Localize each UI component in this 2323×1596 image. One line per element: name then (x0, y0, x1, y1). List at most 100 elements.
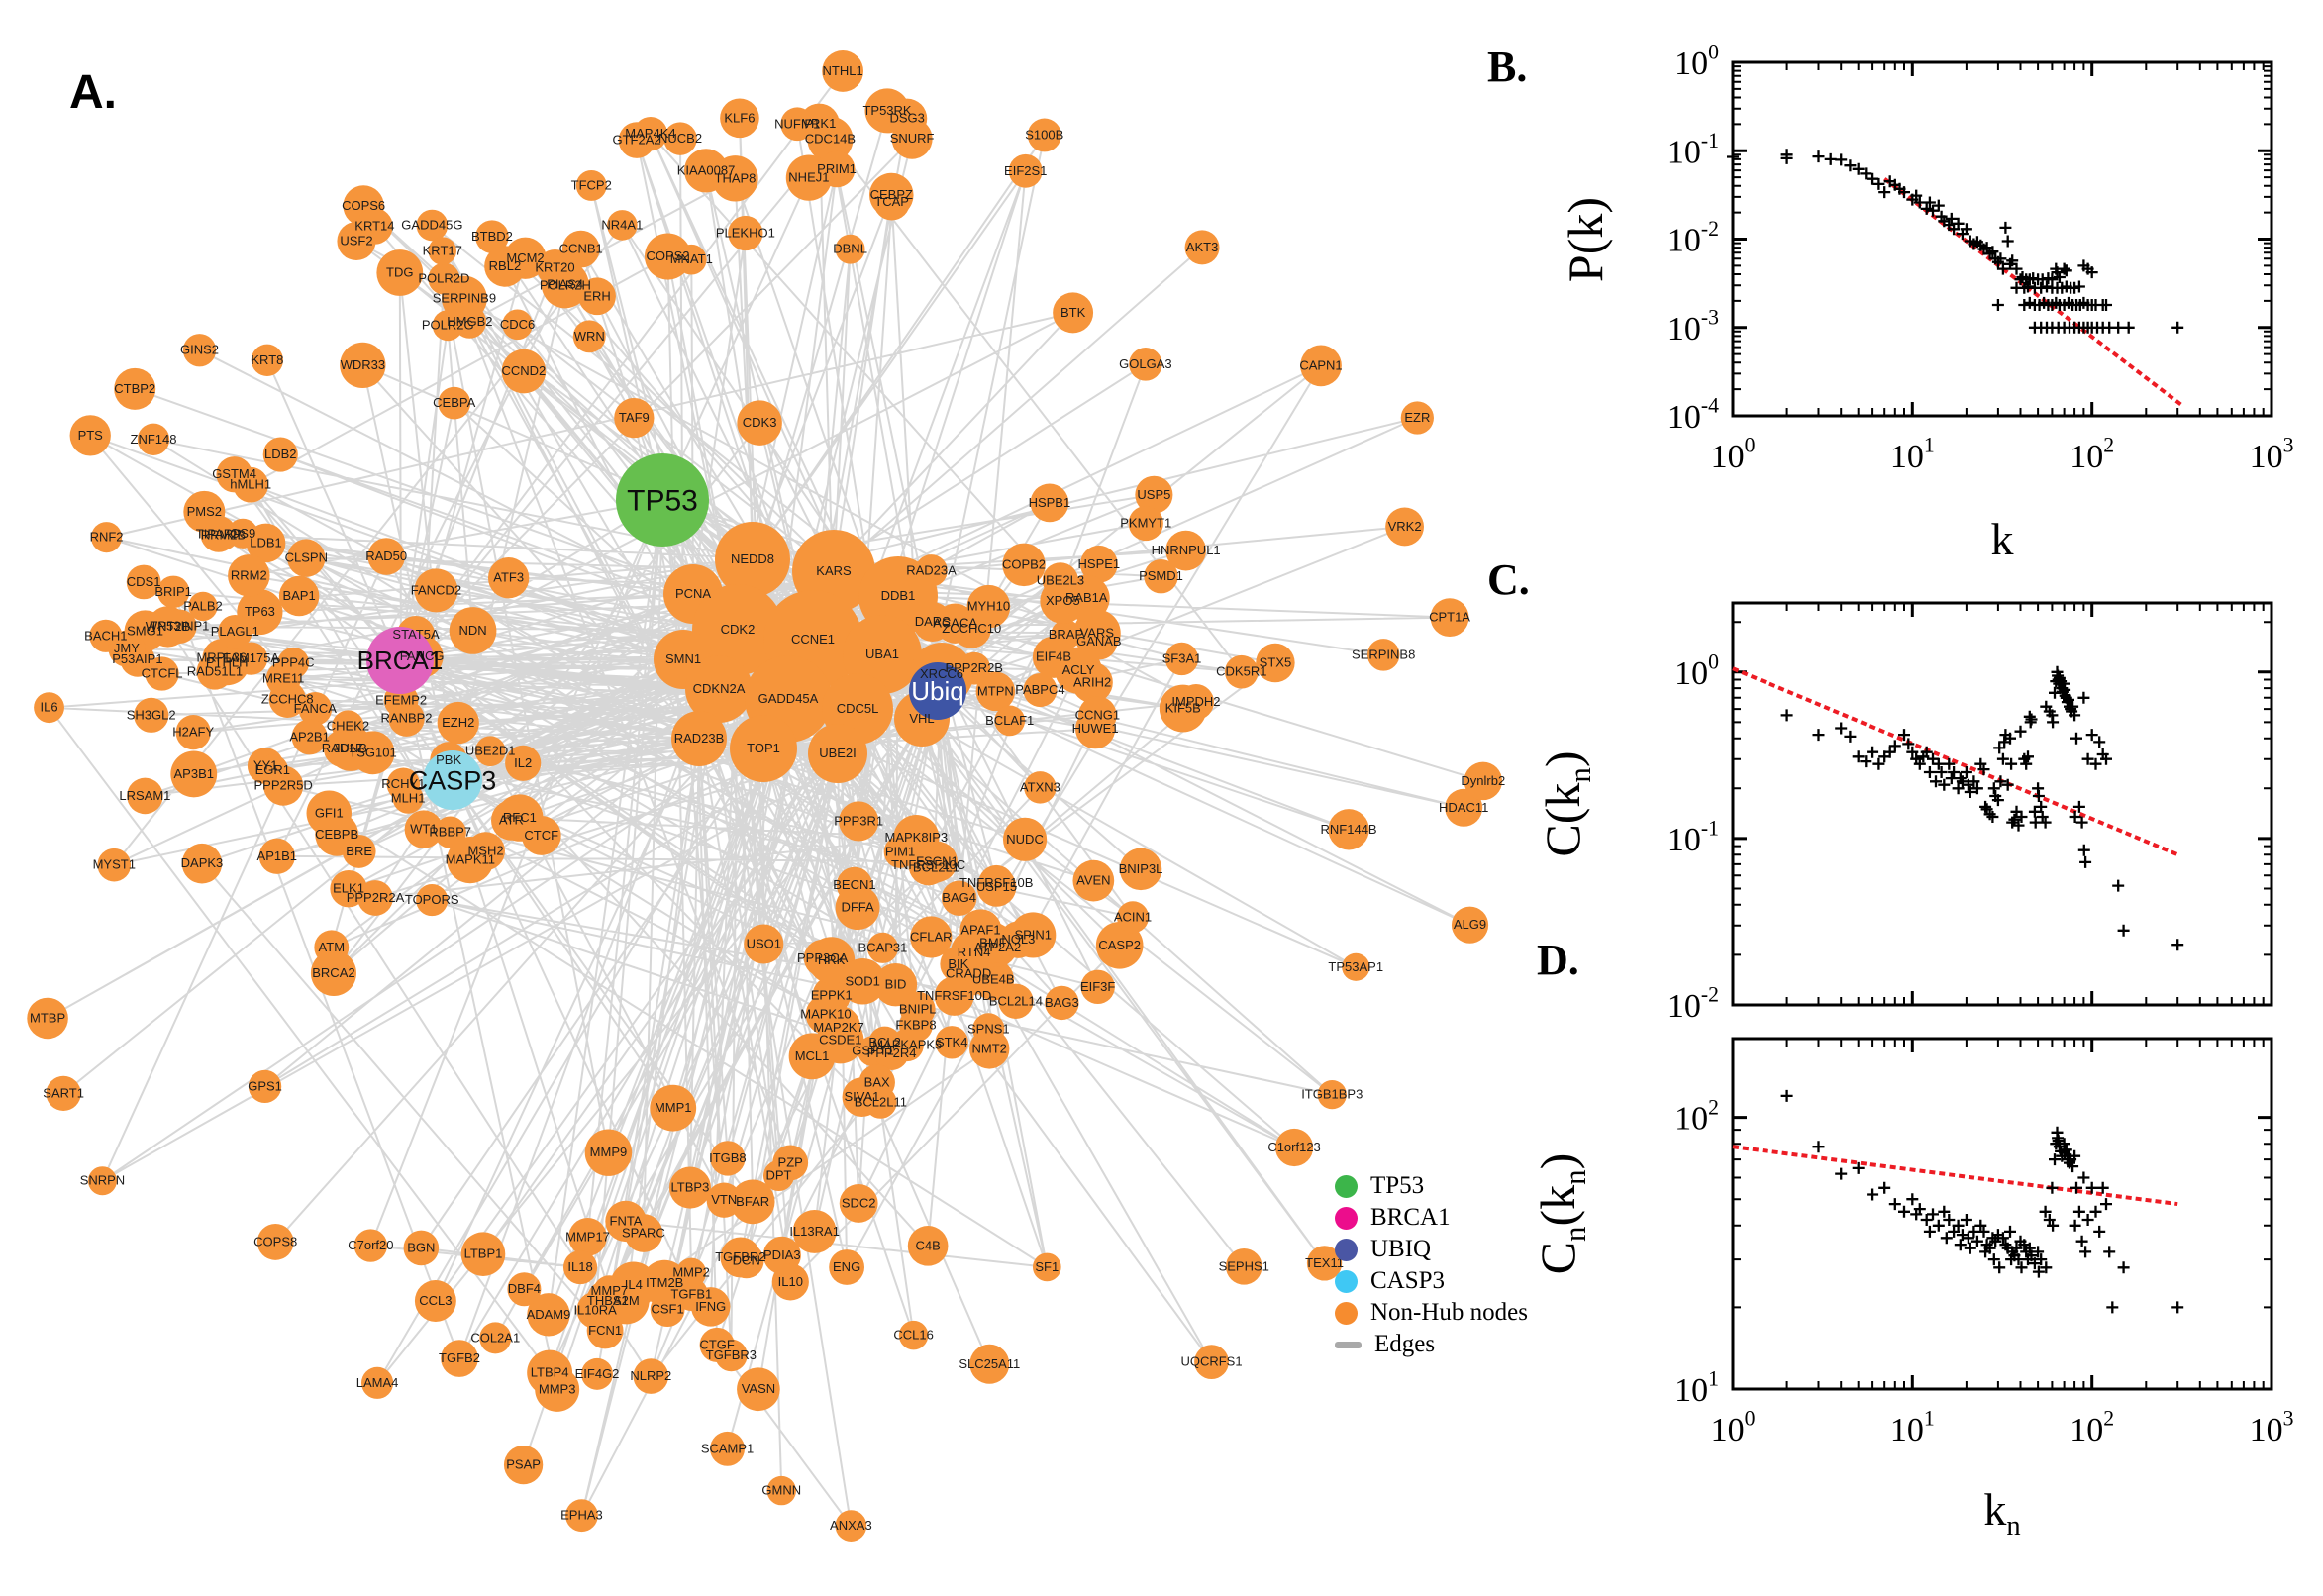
node-label: BAP1 (282, 588, 315, 603)
network-node (581, 1357, 613, 1390)
node-label: POLR2D (418, 271, 469, 286)
node-label: GOLGA3 (1119, 356, 1171, 371)
network-node (188, 591, 218, 622)
node-label: NHEJ1 (788, 170, 829, 185)
network-node (1445, 788, 1483, 827)
node-label: UBE4B (972, 972, 1015, 987)
y-axis-label: Cn​(kn​) (1530, 1153, 1592, 1275)
node-label: TGFBR2 (715, 1249, 765, 1264)
network-node (298, 692, 333, 726)
node-label: AP3B1 (174, 766, 214, 781)
network-node (835, 234, 865, 264)
node-label: CRADD (946, 965, 991, 980)
tick-label: 10-4 (1667, 394, 1719, 436)
node-label: MMP2 (672, 1265, 710, 1280)
network-node (460, 1232, 506, 1276)
node-label: SERPINB9 (433, 291, 496, 306)
node-label: MMP1 (655, 1100, 692, 1115)
node-label: SOD1 (845, 973, 879, 988)
node-label: TP53RK (862, 103, 911, 118)
network-node (710, 1141, 746, 1176)
node-label: HDAC11 (1439, 800, 1488, 815)
node-label: HNRNPUL1 (1152, 543, 1221, 557)
node-label: DAPK3 (181, 855, 224, 870)
fit-line (1883, 177, 2184, 408)
node-label: BNIPL (899, 1001, 937, 1016)
network-node (780, 107, 815, 142)
network-node (1144, 558, 1178, 594)
node-label: GTF2A2 (612, 133, 660, 148)
node-label: CDC6 (500, 317, 535, 332)
node-label: NUDC (1006, 832, 1044, 847)
network-node (1045, 985, 1079, 1021)
network-node (414, 568, 458, 613)
tick-label: 102 (2070, 434, 2114, 475)
node-label: AP1B1 (257, 848, 297, 863)
node-label: PCNA (675, 586, 711, 601)
node-label: PTS (78, 428, 104, 443)
node-label: USO1 (747, 937, 781, 951)
network-node (561, 230, 600, 268)
network-node (1225, 1247, 1262, 1285)
y-axis-label: P(k) (1558, 197, 1613, 282)
node-label: GSTM4 (212, 466, 256, 481)
node-label: EPPK1 (811, 987, 853, 1002)
tp53-swatch-icon (1335, 1174, 1358, 1198)
node-label: LDB1 (250, 535, 282, 549)
node-label: RFC1 (503, 810, 537, 825)
node-label: TNFRSF10C (891, 857, 965, 872)
network-node (404, 810, 444, 848)
node-label: TGFB2 (439, 1350, 480, 1365)
node-label: PIM1 (885, 845, 915, 859)
node-label: ITM2B (646, 1275, 683, 1290)
node-label: TNFRSF10B (960, 875, 1033, 890)
node-label: ACLY (1062, 662, 1095, 677)
node-label: ZCCHC10 (942, 621, 1001, 636)
network-node (126, 564, 161, 600)
node-label: IL4 (625, 1277, 643, 1292)
network-node (1274, 1128, 1314, 1167)
network-node (910, 916, 953, 958)
node-label: CTCFL (142, 665, 183, 680)
node-label: FKBP8 (895, 1017, 936, 1032)
node-label: hMLH1 (230, 477, 271, 492)
network-node (565, 1499, 598, 1533)
axis-tick-major (1731, 60, 2273, 418)
node-label: PPP2R2B (945, 660, 1003, 675)
node-label: POLR2H (540, 278, 591, 293)
node-label: KRT14 (354, 218, 394, 233)
network-node (356, 208, 393, 245)
tick-label: 102 (2070, 1407, 2114, 1448)
tick-label: 103 (2250, 434, 2294, 475)
node-label: NTHL1 (823, 63, 863, 78)
network-node (1184, 230, 1220, 265)
node-label: MLH1 (391, 790, 426, 805)
node-label: MAPKAPK5 (872, 1037, 942, 1051)
tick-label: 101 (1890, 434, 1935, 475)
network-node (474, 736, 506, 767)
node-label: TP53AP1 (1328, 959, 1383, 974)
network-node (134, 697, 169, 733)
node-label: VRK1 (802, 116, 836, 131)
network-node (633, 116, 668, 151)
network-node (586, 1312, 624, 1349)
node-label: CDKN2A (693, 681, 746, 696)
network-node (447, 837, 494, 884)
node-label: MTBP (30, 1010, 65, 1025)
node-label: BAX (864, 1074, 890, 1089)
node-label: PIAS4 (547, 276, 583, 291)
network-node (367, 538, 406, 575)
node-label: RTN4 (958, 945, 991, 959)
plot-frame (1731, 1037, 2273, 1391)
network-node (97, 848, 132, 882)
network-node (671, 711, 727, 766)
node-label: BRIP1 (154, 584, 192, 599)
node-label: MMP3 (539, 1381, 576, 1396)
hub-label: Ubiq (911, 676, 963, 706)
legend-item-nonhub: Non-Hub nodes (1335, 1297, 1528, 1329)
legend-label: UBIQ (1370, 1236, 1432, 1262)
node-label: C1orf123 (1267, 1140, 1320, 1154)
panel-b-label: B. (1487, 43, 1528, 91)
node-label: ANXA3 (830, 1518, 872, 1533)
